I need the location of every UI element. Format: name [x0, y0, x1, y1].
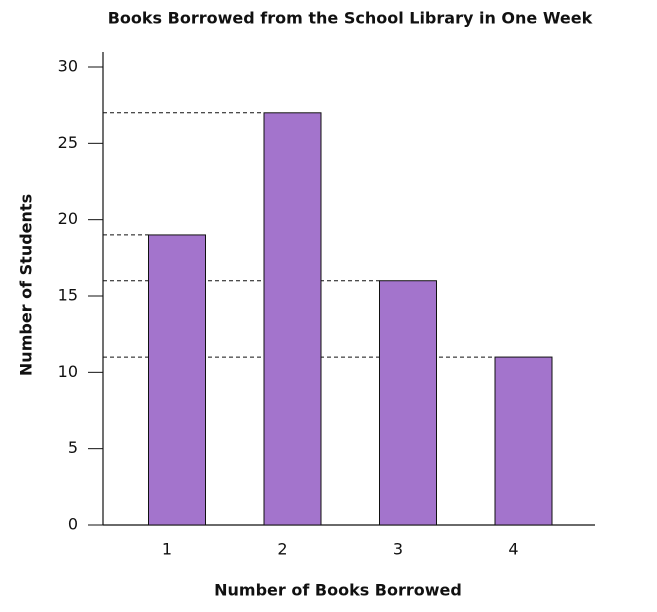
y-tick-label: 15 — [58, 286, 78, 305]
x-tick-label: 1 — [162, 540, 172, 559]
bar — [379, 280, 437, 526]
bar — [148, 234, 206, 526]
x-tick-label: 4 — [508, 540, 518, 559]
y-tick-label: 10 — [58, 362, 78, 381]
y-tick-label: 25 — [58, 133, 78, 152]
x-axis-title: Number of Books Borrowed — [214, 581, 462, 600]
bar — [263, 112, 322, 526]
x-tick-label: 2 — [277, 540, 287, 559]
x-tick-label: 3 — [393, 540, 403, 559]
y-tick-label: 5 — [68, 438, 78, 457]
y-tick-label: 20 — [58, 209, 78, 228]
y-tick-label: 0 — [68, 515, 78, 534]
y-tick-label: 30 — [58, 57, 78, 76]
chart-title: Books Borrowed from the School Library i… — [108, 9, 593, 28]
y-axis-title: Number of Students — [17, 194, 36, 376]
bar — [494, 356, 553, 526]
